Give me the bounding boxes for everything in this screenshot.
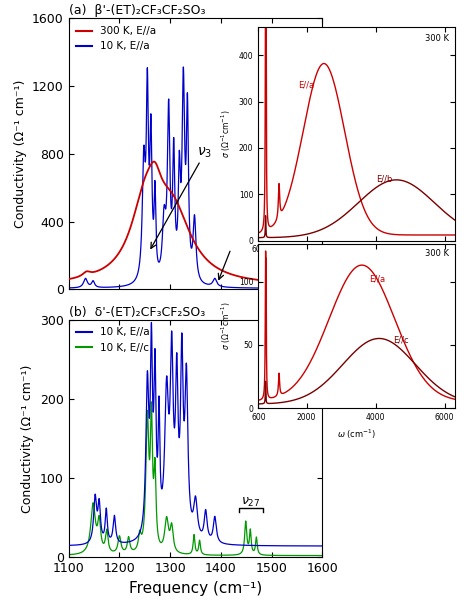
Legend: 300 K, E//a, 10 K, E//a: 300 K, E//a, 10 K, E//a	[76, 26, 156, 51]
Text: $\nu_3$: $\nu_3$	[197, 146, 212, 160]
Text: E//a: E//a	[369, 275, 385, 284]
Text: (a)  β'-(ET)₂CF₃CF₂SO₃: (a) β'-(ET)₂CF₃CF₂SO₃	[69, 4, 205, 17]
Text: 300 K: 300 K	[425, 33, 449, 43]
Text: E//c: E//c	[393, 336, 409, 344]
Text: $\nu_{27}$: $\nu_{27}$	[241, 496, 261, 509]
Text: (b)  δ'-(ET)₂CF₃CF₂SO₃: (b) δ'-(ET)₂CF₃CF₂SO₃	[69, 306, 205, 319]
Y-axis label: $\sigma$ ($\Omega^{-1}$cm$^{-1}$): $\sigma$ ($\Omega^{-1}$cm$^{-1}$)	[220, 110, 233, 158]
Y-axis label: Conductivity (Ω⁻¹ cm⁻¹): Conductivity (Ω⁻¹ cm⁻¹)	[21, 364, 35, 513]
X-axis label: Frequency (cm⁻¹): Frequency (cm⁻¹)	[129, 580, 262, 596]
Y-axis label: $\sigma$ ($\Omega^{-1}$cm$^{-1}$): $\sigma$ ($\Omega^{-1}$cm$^{-1}$)	[220, 301, 233, 350]
Legend: 10 K, E//a, 10 K, E//c: 10 K, E//a, 10 K, E//c	[76, 327, 150, 353]
X-axis label: $\omega$ (cm$^{-1}$): $\omega$ (cm$^{-1}$)	[337, 260, 376, 273]
Text: E//a: E//a	[298, 80, 314, 90]
X-axis label: $\omega$ (cm$^{-1}$): $\omega$ (cm$^{-1}$)	[337, 428, 376, 441]
Y-axis label: Conductivity (Ω⁻¹ cm⁻¹): Conductivity (Ω⁻¹ cm⁻¹)	[14, 80, 27, 228]
Text: 300 K: 300 K	[425, 248, 449, 258]
Text: E//b: E//b	[376, 174, 392, 183]
